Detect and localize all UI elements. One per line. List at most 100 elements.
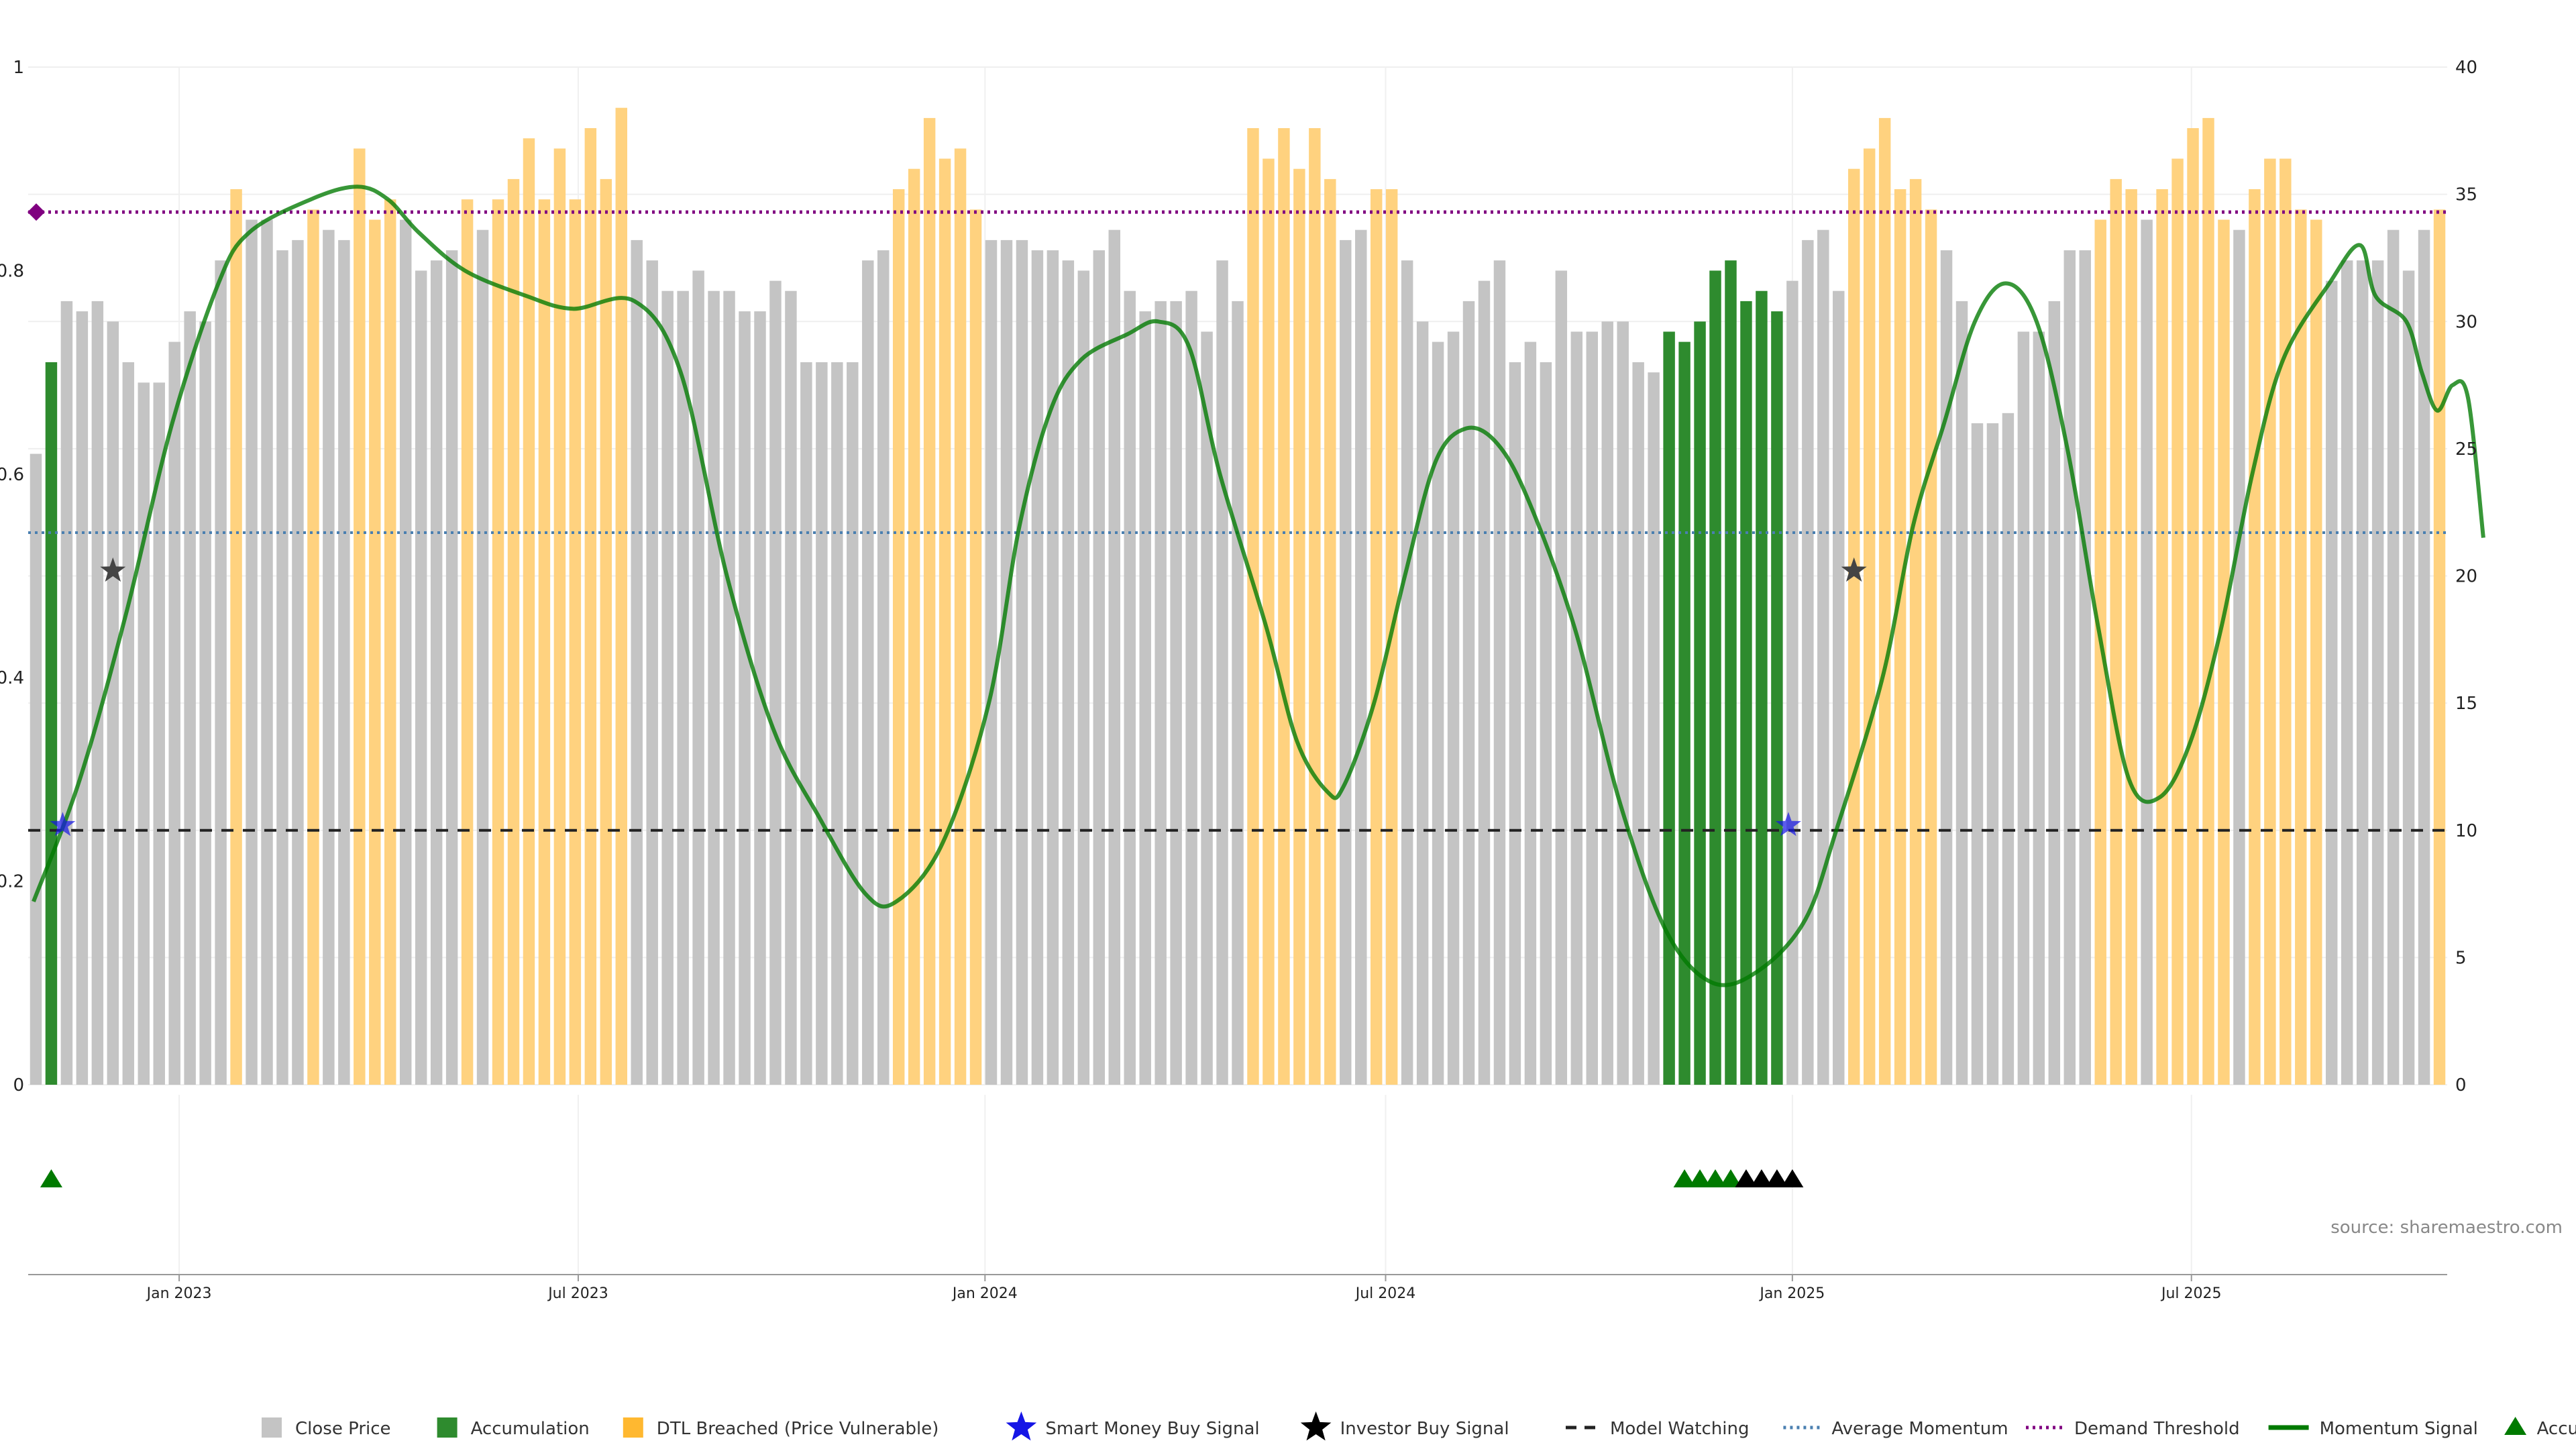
dtl-breached-bar xyxy=(938,158,951,1085)
investor-buy-star xyxy=(100,557,126,582)
dtl-breached-bar xyxy=(538,199,551,1085)
dtl-breached-bar xyxy=(1293,168,1305,1085)
accumulation-bar xyxy=(1756,290,1768,1085)
right-axis-tick-label: 35 xyxy=(2455,185,2477,205)
close-price-bar xyxy=(2233,229,2245,1085)
momentum-signal-line xyxy=(32,184,2485,987)
demand-threshold-marker xyxy=(28,203,45,221)
close-price-bar xyxy=(1355,229,1367,1085)
left-axis-tick-label: 0 xyxy=(13,1075,24,1095)
accumulation-bar xyxy=(45,362,58,1085)
left-axis-tick-label: 0.6 xyxy=(0,465,24,485)
legend-item: Demand Threshold xyxy=(2026,1419,2240,1439)
close-price-bar xyxy=(1046,250,1059,1085)
close-price-bar xyxy=(261,219,273,1085)
right-axis-tick-label: 25 xyxy=(2455,439,2477,460)
legend-star-icon xyxy=(1006,1411,1037,1441)
legend-item: DTL Breached (Price Vulnerable) xyxy=(623,1417,938,1439)
close-price-bar xyxy=(708,290,720,1085)
close-price-bar xyxy=(1570,331,1583,1085)
close-price-bar xyxy=(1062,260,1075,1085)
legend-label: Investor Buy Signal xyxy=(1340,1419,1509,1439)
investor-triangle-marker xyxy=(1735,1169,1758,1187)
dtl-breached-bar xyxy=(523,138,535,1085)
close-price-bar xyxy=(430,260,443,1085)
close-price-bar xyxy=(30,453,42,1085)
dtl-breached-bar xyxy=(1247,128,1259,1085)
close-price-bar xyxy=(1124,290,1136,1085)
close-price-bar xyxy=(1817,229,1829,1085)
close-price-bar xyxy=(1955,301,1968,1085)
legend: Close Price Accumulation DTL Breached (Pri… xyxy=(262,1411,2576,1441)
close-price-bar xyxy=(1586,331,1598,1085)
close-price-bar xyxy=(1416,321,1429,1085)
dtl-breached-bar xyxy=(892,189,905,1085)
right-axis-tick-label: 0 xyxy=(2455,1075,2467,1095)
right-axis-tick-label: 40 xyxy=(2455,58,2477,78)
dtl-breached-bar xyxy=(492,199,504,1085)
close-price-bar xyxy=(631,239,643,1085)
signal-markers xyxy=(28,203,1867,837)
legend-swatch xyxy=(623,1417,643,1438)
momentum-signal-layer xyxy=(32,184,2485,987)
close-price-bar xyxy=(1232,301,1244,1085)
close-price-bar xyxy=(2141,219,2153,1085)
dtl-breached-bar xyxy=(1278,128,1290,1085)
close-price-bar xyxy=(1462,301,1475,1085)
close-price-bar xyxy=(2002,413,2015,1085)
close-price-bar xyxy=(754,311,766,1085)
close-price-bar xyxy=(184,311,196,1085)
close-price-bar xyxy=(138,382,150,1085)
close-price-bar xyxy=(60,301,73,1085)
close-price-bar xyxy=(847,362,859,1085)
dtl-breached-bar xyxy=(2125,189,2137,1085)
dtl-breached-bar xyxy=(1863,148,1876,1085)
close-price-bar xyxy=(785,290,797,1085)
close-price-bar xyxy=(91,301,104,1085)
x-axis-tick-label: Jul 2025 xyxy=(2160,1285,2222,1302)
close-price-bar xyxy=(1509,362,1521,1085)
dtl-breached-bar xyxy=(2295,209,2307,1085)
dtl-breached-bar xyxy=(2249,189,2261,1085)
accumulation-bar xyxy=(1740,301,1752,1085)
legend-label: Average Momentum xyxy=(1831,1419,2008,1439)
dtl-breached-bar xyxy=(2156,189,2168,1085)
close-price-bar xyxy=(1478,280,1491,1085)
close-price-bar xyxy=(1340,239,1352,1085)
close-price-bar xyxy=(292,239,304,1085)
dtl-breached-bar xyxy=(369,219,381,1085)
close-price-bar xyxy=(877,250,890,1085)
accumulation-triangle-marker xyxy=(1704,1169,1727,1187)
legend-label: Close Price xyxy=(295,1419,391,1439)
close-price-bar xyxy=(2017,331,2030,1085)
close-price-bar xyxy=(677,290,689,1085)
close-price-bar xyxy=(1540,362,1552,1085)
close-price-bar xyxy=(215,260,227,1085)
close-price-bar xyxy=(2079,250,2091,1085)
dtl-breached-bar xyxy=(1324,178,1336,1085)
smart-money-buy-star xyxy=(50,812,76,837)
close-price-bar xyxy=(646,260,658,1085)
left-axis-tick-label: 1 xyxy=(13,58,24,78)
dtl-breached-bar xyxy=(384,199,396,1085)
close-price-bar xyxy=(862,260,874,1085)
close-price-bar xyxy=(2402,270,2415,1085)
smart-money-buy-star xyxy=(1775,812,1801,837)
dtl-breached-bar xyxy=(1909,178,1922,1085)
x-axis-tick-label: Jul 2023 xyxy=(547,1285,608,1302)
close-price-bar xyxy=(1617,321,1629,1085)
close-price-bar xyxy=(1185,290,1197,1085)
close-price-bar xyxy=(1447,331,1460,1085)
dtl-breached-bar xyxy=(615,107,628,1085)
close-price-bar xyxy=(661,290,674,1085)
right-axis-tick-label: 30 xyxy=(2455,312,2477,332)
close-price-bar xyxy=(1201,331,1213,1085)
dtl-breached-bar xyxy=(1848,168,1860,1085)
close-price-bar xyxy=(1555,270,1568,1085)
dtl-breached-bar xyxy=(908,168,920,1085)
left-axis-tick-label: 0.2 xyxy=(0,872,24,892)
dtl-breached-bar xyxy=(507,178,520,1085)
investor-triangle-marker xyxy=(1781,1169,1804,1187)
legend-item: Model Watching xyxy=(1566,1419,1749,1439)
close-price-bar xyxy=(476,229,489,1085)
